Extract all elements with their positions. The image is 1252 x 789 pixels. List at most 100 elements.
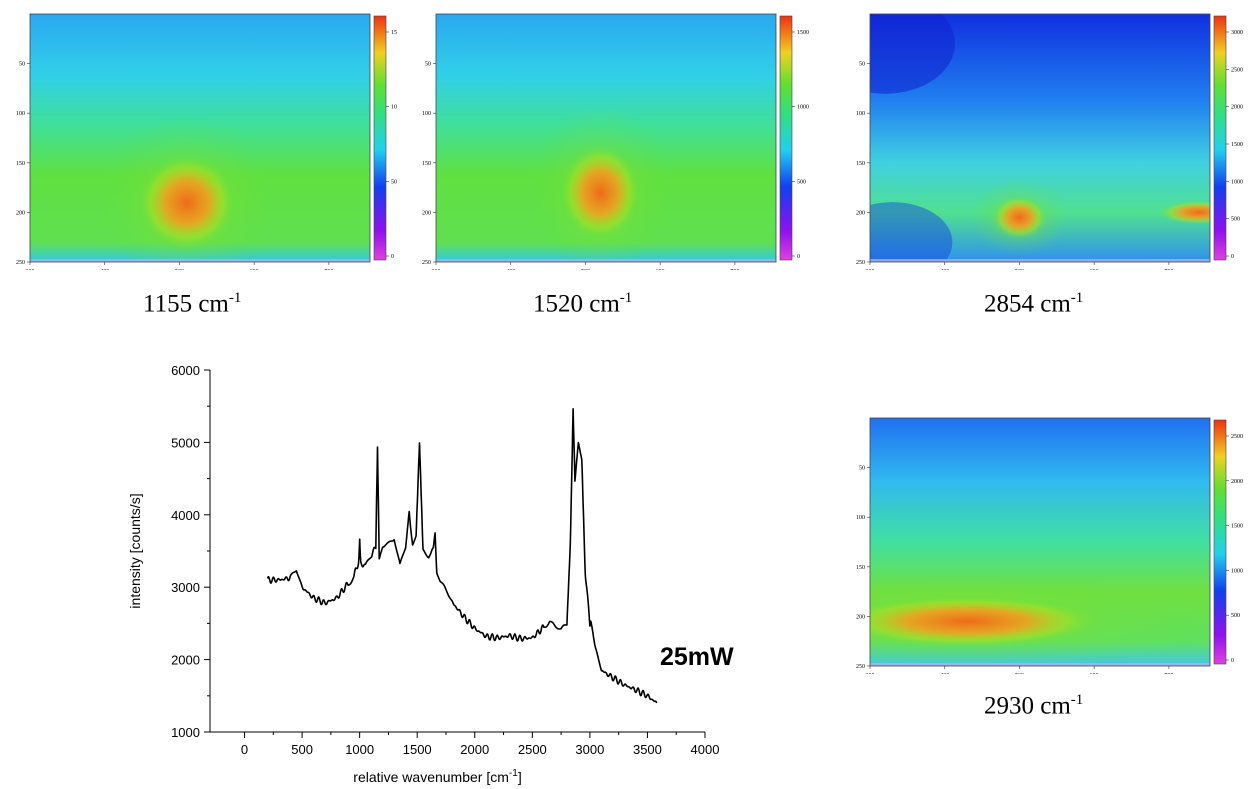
heatmap-hotspot: [560, 144, 641, 241]
heatmap-1155: 300 400 500 600 700 50 100 150 200 250 0 50 10 15: [16, 13, 397, 270]
x-tick-label: 300: [866, 269, 875, 270]
colorbar: [1213, 15, 1227, 261]
y-tick-label: 1000: [171, 725, 200, 740]
y-tick-label: 250: [16, 260, 25, 266]
colorbar-tick-label: 500: [797, 179, 806, 185]
x-tick-label: 300: [26, 269, 35, 270]
colorbar-tick-label: 0: [1231, 658, 1234, 664]
y-tick-label: 100: [16, 111, 25, 117]
x-tick-label: 500: [175, 269, 184, 270]
heatmap-bottom-strip: [436, 259, 776, 262]
colorbar: [779, 15, 793, 261]
colorbar-tick-label: 2500: [1231, 434, 1243, 440]
colorbar-tick-label: 1000: [1231, 179, 1243, 185]
y-tick-label: 200: [422, 210, 431, 216]
heatmap-frame: [869, 13, 1211, 263]
x-tick-label: 2000: [460, 742, 489, 757]
y-tick-label: 100: [422, 111, 431, 117]
heatmap-dark-region: [870, 202, 953, 262]
heatmap-hotspot: [870, 595, 1102, 648]
y-tick-label: 4000: [171, 508, 200, 523]
colorbar-tick-label: 1500: [1231, 524, 1243, 530]
heatmap-label-2930: 2930 cm-1: [984, 692, 1084, 720]
colorbar-tick-label: 0: [1231, 254, 1234, 260]
x-tick-label: 300: [432, 269, 441, 270]
colorbar-tick-label: 3000: [1231, 30, 1243, 36]
colorbar-tick-label: 2500: [1231, 67, 1243, 73]
heatmap-label-1155: 1155 cm-1: [143, 290, 242, 318]
x-tick-label: 400: [940, 269, 949, 270]
colorbar-tick-label: 2000: [1231, 105, 1243, 111]
colorbar-tick-label: 10: [391, 105, 397, 111]
x-tick-label: 300: [866, 673, 875, 674]
colorbar-tick-label: 1000: [797, 105, 809, 111]
y-tick-label: 5000: [171, 435, 200, 450]
x-tick-label: 600: [1090, 673, 1099, 674]
x-tick-label: 700: [324, 269, 333, 270]
heatmap-2854: 3004005006007005010015020025005001000150…: [856, 13, 1243, 270]
x-tick-label: 3000: [575, 742, 604, 757]
heatmap-frame: [435, 13, 777, 263]
y-tick-label: 150: [856, 161, 865, 167]
y-tick-label: 150: [16, 161, 25, 167]
colorbar-tick-label: 500: [1231, 217, 1240, 223]
heatmap-label-2854: 2854 cm-1: [984, 290, 1084, 318]
x-tick-label: 700: [1164, 269, 1173, 270]
x-tick-label: 400: [940, 673, 949, 674]
y-tick-label: 50: [859, 466, 865, 472]
colorbar-tick-label: 0: [391, 254, 394, 260]
colorbar-tick-label: 0: [797, 254, 800, 260]
x-tick-label: 1500: [403, 742, 432, 757]
x-tick-label: 700: [730, 269, 739, 270]
colorbar-tick-label: 1500: [1231, 142, 1243, 148]
heatmap-bottom-strip: [870, 259, 1210, 262]
x-tick-label: 1000: [345, 742, 374, 757]
y-tick-label: 250: [856, 664, 865, 670]
heatmap-bottom-strip: [30, 259, 370, 262]
power-annotation: 25mW: [660, 643, 734, 671]
heatmap-2930: 3004005006007005010015020025005001000150…: [856, 417, 1243, 674]
colorbar-tick-label: 15: [391, 30, 397, 36]
colorbar: [1213, 419, 1227, 665]
x-tick-label: 700: [1164, 673, 1173, 674]
x-axis-label: relative wavenumber [cm-1]: [353, 768, 521, 785]
x-tick-label: 500: [581, 269, 590, 270]
y-tick-label: 100: [856, 111, 865, 117]
colorbar-tick-label: 1000: [1231, 568, 1243, 574]
heatmap-plot-area: [436, 14, 776, 262]
heatmap-label-1520: 1520 cm-1: [533, 290, 633, 318]
heatmap-frame: [869, 417, 1211, 667]
colorbar-tick-label: 2000: [1231, 479, 1243, 485]
y-tick-label: 50: [425, 62, 431, 68]
x-tick-label: 400: [100, 269, 109, 270]
colorbar-tick-label: 50: [391, 179, 397, 185]
x-tick-label: 2500: [518, 742, 547, 757]
x-tick-label: 600: [656, 269, 665, 270]
x-tick-label: 600: [250, 269, 259, 270]
x-tick-label: 500: [291, 742, 313, 757]
x-tick-label: 4000: [691, 742, 720, 757]
heatmap-hotspot: [137, 154, 237, 251]
y-tick-label: 6000: [171, 363, 200, 378]
colorbar: [373, 15, 387, 261]
y-tick-label: 3000: [171, 580, 200, 595]
y-tick-label: 250: [422, 260, 431, 266]
y-tick-label: 2000: [171, 653, 200, 668]
colorbar-tick-label: 500: [1231, 613, 1240, 619]
y-tick-label: 200: [16, 210, 25, 216]
heatmap-plot-area: [30, 14, 370, 262]
x-tick-label: 400: [506, 269, 515, 270]
y-tick-label: 250: [856, 260, 865, 266]
heatmap-plot-area: [870, 418, 1210, 666]
x-tick-label: 0: [241, 742, 248, 757]
y-tick-label: 150: [856, 565, 865, 571]
colorbar-tick-label: 1500: [797, 30, 809, 36]
heatmap-hotspot-secondary: [1158, 200, 1210, 225]
heatmap-dark-region: [870, 14, 955, 94]
y-tick-label: 150: [422, 161, 431, 167]
x-tick-label: 500: [1015, 269, 1024, 270]
spectrum-chart: 0 500 1000 1500 2000 2500 3000 3500 4000 1000 2000…: [127, 363, 720, 785]
y-tick-label: 50: [859, 62, 865, 68]
heatmap-plot-area: [870, 14, 1210, 262]
y-tick-label: 200: [856, 210, 865, 216]
